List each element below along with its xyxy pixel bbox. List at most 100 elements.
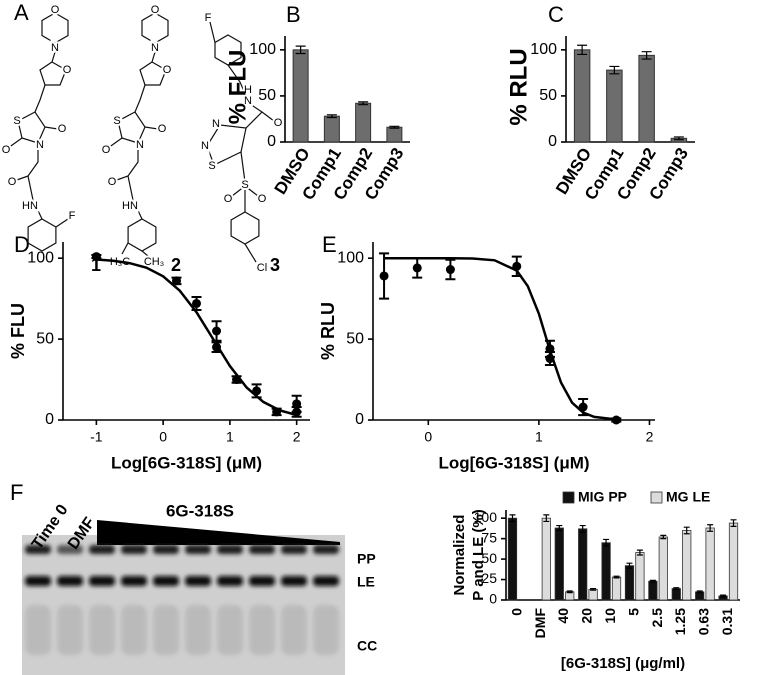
gel-band <box>57 545 83 554</box>
bond <box>139 61 167 86</box>
y-tick-label: 50 <box>539 87 557 104</box>
bond <box>151 43 156 63</box>
atom-label: O <box>8 176 17 188</box>
bond <box>117 111 146 144</box>
gel-band <box>121 545 147 554</box>
legend-swatch <box>650 491 663 504</box>
atom-label: N <box>201 140 209 152</box>
error-bar <box>660 534 667 540</box>
band-label: PP <box>357 551 376 567</box>
gel-band <box>313 605 339 655</box>
bar <box>588 588 598 601</box>
gel-band <box>25 545 51 554</box>
bar <box>682 530 692 601</box>
bond <box>206 124 247 166</box>
atom-label: S <box>113 115 120 127</box>
atom-label: O <box>51 4 60 16</box>
atom-label: N <box>151 42 159 54</box>
error-bar <box>389 125 400 129</box>
atom-label: CH₃ <box>144 256 164 268</box>
bond <box>7 137 23 149</box>
atom-label: S <box>241 179 248 191</box>
error-bar <box>696 590 703 594</box>
gel-band <box>89 576 115 586</box>
bar <box>541 517 551 601</box>
bond <box>245 111 263 129</box>
x-tick-label: 0 <box>159 429 167 445</box>
panel-label: C <box>548 2 564 27</box>
gel-band <box>121 605 147 655</box>
error-bar <box>609 65 620 75</box>
data-point <box>212 342 222 352</box>
data-point <box>379 271 389 281</box>
bar <box>705 527 715 601</box>
x-tick-label: 2 <box>293 429 301 445</box>
y-tick-label: 0 <box>489 591 497 607</box>
atom-label: O <box>63 64 72 76</box>
atom-label: O <box>58 123 67 135</box>
gel-band <box>249 545 275 554</box>
panel-label: F <box>10 480 23 505</box>
gel-band <box>57 605 83 655</box>
bond <box>209 21 216 43</box>
gel-band <box>217 576 243 586</box>
x-tick-label: 1 <box>535 429 543 445</box>
gel-band <box>89 605 115 655</box>
bar <box>601 542 611 601</box>
error-bar <box>613 575 620 579</box>
bar <box>578 528 588 601</box>
y-axis-label: P and LE (%) <box>470 509 487 600</box>
bond <box>55 218 69 228</box>
x-axis-label: Log[6G-318S] (μM) <box>111 453 262 472</box>
atom-label: H <box>244 84 252 96</box>
data-point <box>192 298 202 308</box>
data-point <box>412 263 422 273</box>
error-bar <box>707 524 714 532</box>
bond <box>27 175 34 201</box>
atom-label: HN <box>122 200 138 212</box>
y-axis-label: % FLU <box>8 303 28 359</box>
atom-label: O <box>224 193 233 205</box>
error-bar <box>590 587 597 591</box>
y-axis-label: % RLU <box>318 302 338 360</box>
bond <box>244 185 259 197</box>
bond <box>121 242 129 255</box>
bar <box>658 536 668 601</box>
panel-label: A <box>14 0 29 25</box>
x-tick-label: 20 <box>579 608 595 624</box>
y-axis-label: % FLU <box>224 50 251 125</box>
y-tick-label: 75 <box>481 529 497 545</box>
bar <box>671 588 681 601</box>
bond <box>113 175 129 182</box>
gel-band <box>185 576 211 586</box>
error-bar <box>649 579 656 583</box>
error-bar <box>673 136 684 141</box>
bond <box>44 126 59 130</box>
gel-band <box>217 605 243 655</box>
gel-band <box>249 605 275 655</box>
data-point <box>252 386 262 396</box>
gel-band <box>313 576 339 586</box>
x-axis-label: Log[6G-318S] (μM) <box>438 453 589 472</box>
y-tick-label: 100 <box>27 249 54 266</box>
y-axis-label: % RLU <box>505 48 532 125</box>
y-tick-label: 25 <box>481 570 497 586</box>
gel-band <box>249 576 275 586</box>
data-point <box>578 402 588 412</box>
panel-label: E <box>322 232 337 257</box>
y-tick-label: 0 <box>45 411 54 428</box>
y-tick-label: 100 <box>474 509 498 525</box>
bond <box>13 175 29 182</box>
panel-label: D <box>14 232 30 257</box>
error-bar <box>730 519 737 527</box>
gel-band <box>217 545 243 554</box>
error-bar <box>358 101 369 106</box>
x-tick-label: 1 <box>226 429 234 445</box>
bond <box>17 111 46 144</box>
error-bar <box>556 524 563 532</box>
band-label: LE <box>357 574 375 590</box>
gel-band <box>25 605 51 655</box>
gel-band <box>153 605 179 655</box>
y-tick-label: 50 <box>36 330 54 347</box>
